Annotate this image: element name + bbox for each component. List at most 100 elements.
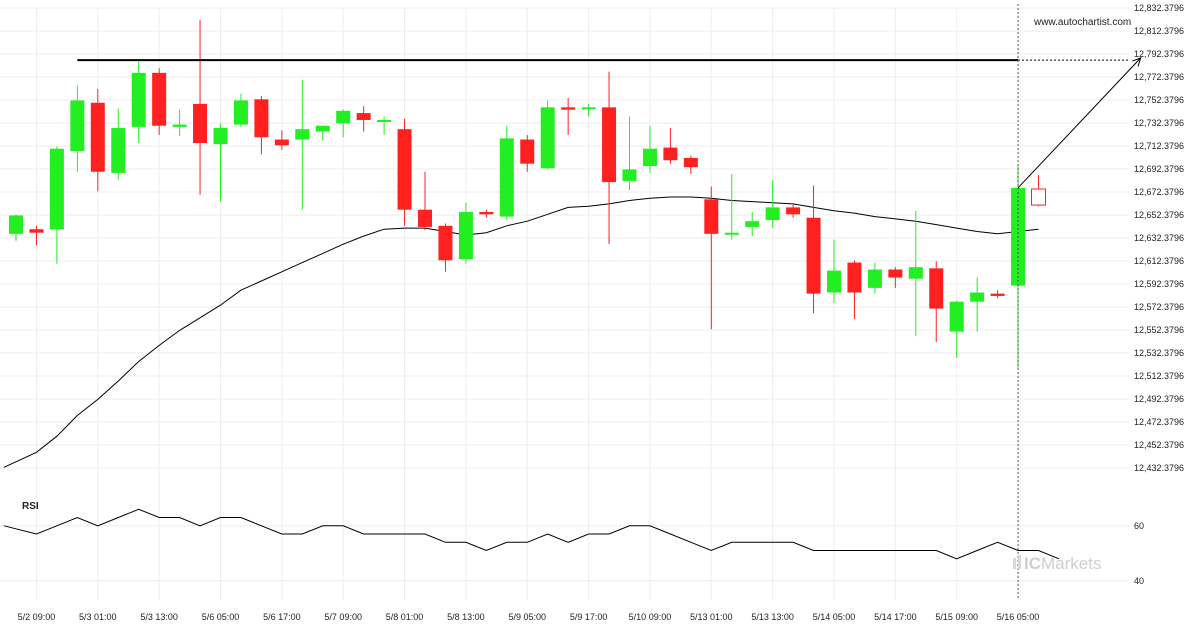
candle-body [254, 99, 269, 138]
moving-average-line [3, 196, 1039, 468]
source-url: www.autochartist.com [1033, 17, 1131, 28]
candle-body [90, 102, 105, 172]
candle [233, 93, 248, 127]
y-tick-label: 12,572.3796 [1134, 302, 1184, 312]
candle [683, 155, 698, 175]
candle [172, 109, 187, 137]
candle [949, 300, 964, 359]
candle-body [499, 138, 514, 217]
candle [152, 68, 167, 135]
candle-body [561, 107, 576, 110]
candle [520, 134, 535, 172]
candle [193, 19, 208, 195]
candle [888, 267, 903, 288]
candle-body [949, 301, 964, 332]
axes: 12,832.3796 12,812.3796 12,792.3796 12,772.… [18, 3, 1184, 622]
y-tick-label: 12,432.3796 [1134, 463, 1184, 473]
candle-body [745, 221, 760, 227]
candle-body [642, 148, 657, 166]
resistance-level [77, 4, 1129, 600]
candle-body [786, 207, 801, 215]
y-tick-label: 12,752.3796 [1134, 95, 1184, 105]
candle-body [397, 129, 412, 210]
candle [213, 123, 228, 202]
candle-body [479, 211, 494, 215]
candle [704, 186, 719, 330]
y-tick-label: 12,472.3796 [1134, 417, 1184, 427]
candle-body [70, 100, 85, 152]
y-tick-label: 12,772.3796 [1134, 72, 1184, 82]
y-tick-label: 12,632.3796 [1134, 233, 1184, 243]
candle-body [929, 268, 944, 309]
candle-body [418, 209, 432, 227]
candle-body [520, 139, 535, 164]
candle-body [540, 107, 555, 169]
y-tick-label: 12,592.3796 [1134, 279, 1184, 289]
y-tick-label: 12,832.3796 [1134, 3, 1184, 13]
brand-logo: ICMarkets [1013, 554, 1101, 573]
candle-body [213, 128, 228, 145]
x-tick-label: 5/14 17:00 [874, 612, 917, 622]
x-tick-label: 5/16 05:00 [997, 612, 1040, 622]
forecast-arrow-shaft [1017, 57, 1142, 189]
candle [908, 210, 923, 337]
candle-body [49, 148, 64, 230]
candle [642, 125, 657, 173]
candle-body [704, 199, 719, 234]
candle-body [847, 262, 862, 293]
candle-body [233, 100, 248, 125]
candle [929, 261, 944, 342]
candle [397, 118, 412, 226]
candle [274, 130, 289, 150]
candle [990, 290, 1005, 299]
x-tick-label: 5/10 09:00 [629, 612, 672, 622]
candle [315, 125, 330, 141]
y-tick-label: 12,712.3796 [1134, 141, 1184, 151]
y-tick-label: 12,492.3796 [1134, 394, 1184, 404]
candle-body [806, 217, 821, 294]
candle-body [172, 124, 187, 127]
candle [602, 71, 617, 245]
candle [70, 85, 85, 172]
x-tick-label: 5/7 09:00 [324, 612, 362, 622]
candle [1031, 175, 1046, 207]
candle-body [29, 229, 44, 233]
candle-body [295, 129, 310, 140]
logo-bar-1 [1013, 558, 1016, 569]
candle-body [152, 72, 167, 126]
candle-body [131, 72, 146, 127]
candle-body [458, 211, 473, 260]
candle [458, 202, 473, 264]
candle [9, 214, 23, 241]
candle [90, 88, 105, 192]
candle-body [827, 270, 841, 293]
forecast-arrow-head [1132, 57, 1142, 67]
candle [336, 109, 351, 138]
moving-average [3, 196, 1039, 468]
candle [765, 179, 780, 229]
candle [499, 125, 514, 221]
candle-body [315, 125, 330, 132]
rsi-tick-label: 60 [1134, 521, 1144, 531]
candle [111, 108, 126, 180]
candle [622, 116, 637, 191]
candle [806, 185, 821, 314]
y-tick-label: 12,812.3796 [1134, 26, 1184, 36]
candle-body [377, 119, 392, 122]
candle-body [888, 269, 903, 278]
x-tick-label: 5/6 05:00 [202, 612, 240, 622]
brand-text: ICMarkets [1024, 554, 1101, 573]
candle [356, 106, 371, 132]
candle [479, 209, 494, 218]
candle [49, 146, 64, 264]
x-tick-label: 5/13 13:00 [751, 612, 794, 622]
candle-body [867, 269, 882, 288]
candle-body [663, 147, 678, 161]
x-tick-label: 5/3 01:00 [79, 612, 117, 622]
candle [295, 79, 310, 210]
rsi-tick-label: 40 [1134, 576, 1144, 586]
candle-body [724, 232, 739, 235]
